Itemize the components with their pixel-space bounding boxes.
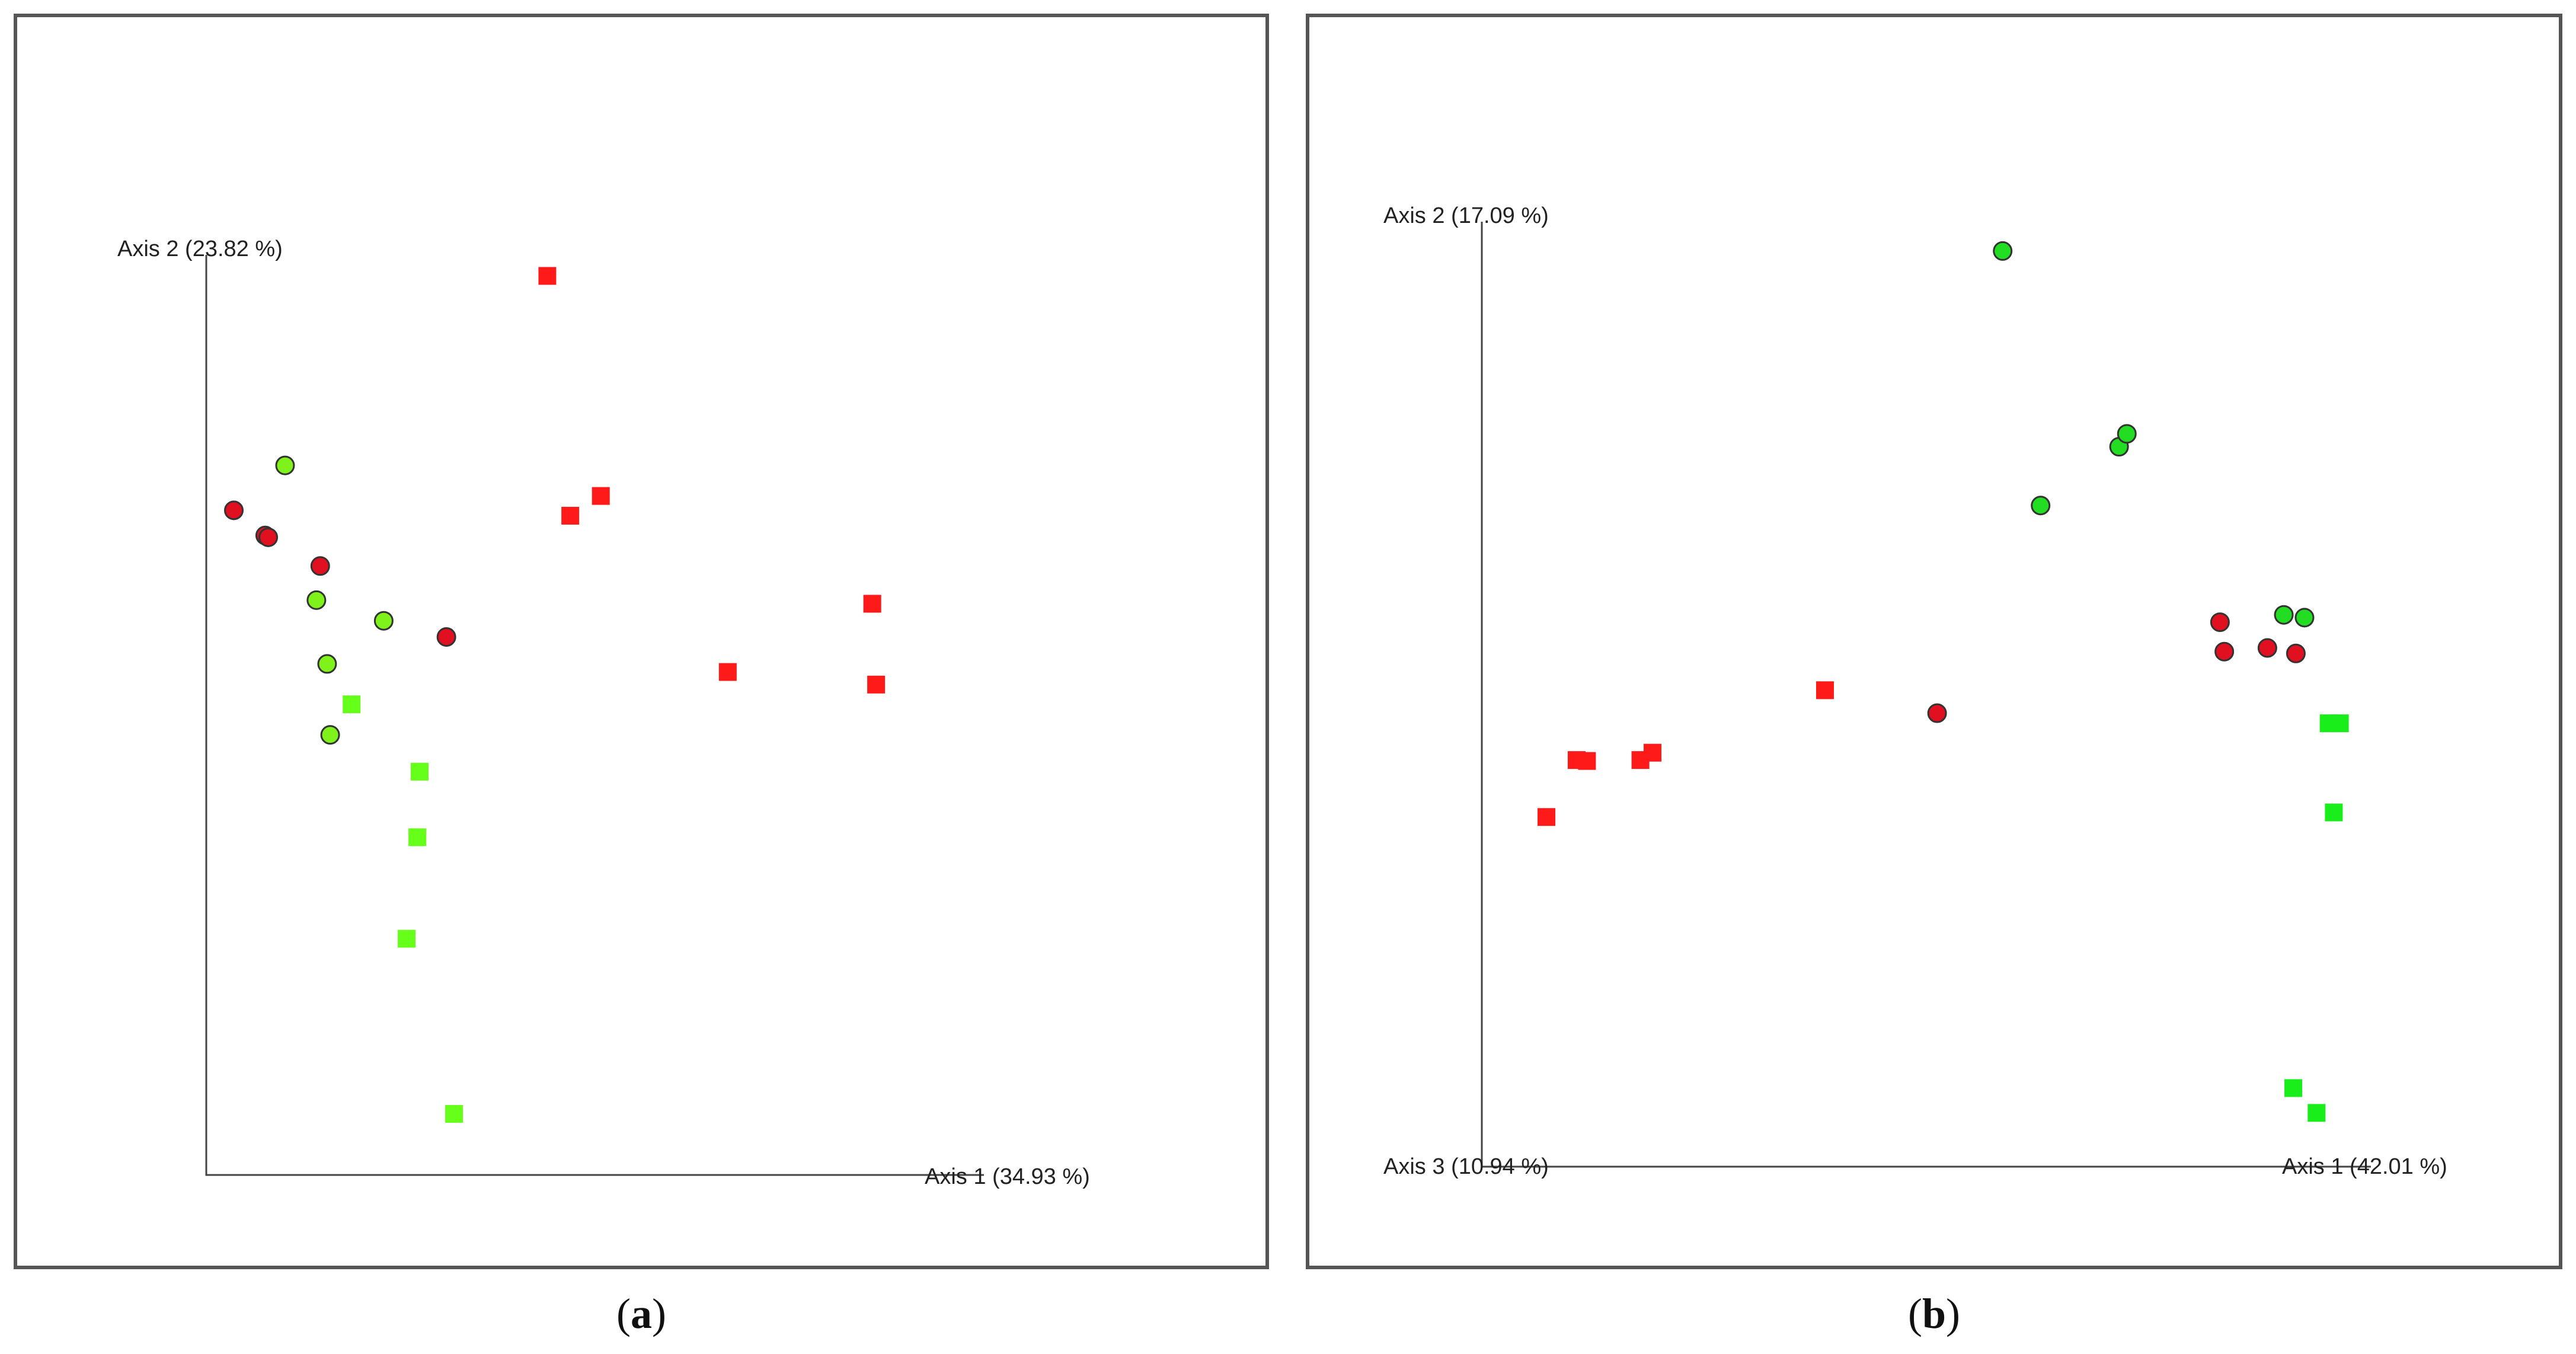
- panel-a-square-marker: [592, 487, 610, 505]
- panel-a-markers: [224, 267, 886, 1123]
- panel-a-axis1-label: Axis 1 (34.93 %): [925, 1164, 1090, 1189]
- panel-b-circle-marker: [2294, 608, 2315, 628]
- panel-b-markers: [1538, 241, 2349, 1122]
- panel-a-square-marker: [398, 930, 416, 948]
- panel-b-square-marker: [1816, 681, 1834, 700]
- panel-b-axis1-label: Axis 1 (42.01 %): [2282, 1154, 2447, 1179]
- panel-a-circle-marker: [320, 725, 340, 745]
- panel-a-circle-marker: [317, 654, 337, 674]
- panel-b-square-marker: [2325, 803, 2343, 822]
- panel-b-frame: [1306, 14, 2562, 1269]
- panel-a-square-marker: [867, 675, 886, 694]
- panel-a-frame: [14, 14, 1269, 1269]
- panel-a-square-marker: [863, 595, 881, 613]
- panel-a-square-marker: [408, 828, 427, 847]
- panel-a-circle-marker: [310, 556, 330, 576]
- panel-b-axis3-label: Axis 3 (10.94 %): [1383, 1154, 1549, 1179]
- panel-b-letter: b: [1922, 1290, 1946, 1337]
- panel-a-circle-marker: [258, 527, 279, 547]
- panel-b-circle-marker: [2286, 643, 2306, 663]
- panel-b-circle-marker: [2210, 612, 2230, 633]
- panel-a-letter: a: [631, 1290, 652, 1337]
- panel-b-square-marker: [1538, 808, 1556, 826]
- panel-b-circle-marker: [2031, 496, 2051, 516]
- panel-b-axis2-label: Axis 2 (17.09 %): [1383, 203, 1549, 228]
- panel-b-square-marker: [2307, 1104, 2326, 1122]
- panel-b-square-marker: [2284, 1079, 2303, 1097]
- panel-b-circle-marker: [2214, 641, 2235, 662]
- panel-a-circle-marker: [275, 455, 295, 475]
- panel-a-circle-marker: [224, 500, 244, 520]
- panel-a-circle-marker: [306, 590, 327, 610]
- panel-b-circle-marker: [2274, 605, 2294, 625]
- panel-a-square-marker: [718, 663, 737, 681]
- panel-a-circle-marker: [436, 627, 456, 647]
- panel-b-square-marker: [2331, 714, 2349, 733]
- panel-a-axis2-label: Axis 2 (23.82 %): [117, 237, 283, 261]
- panel-a-circle-marker: [373, 611, 394, 631]
- panel-a-square-marker: [343, 695, 361, 714]
- panel-b-square-marker: [1643, 743, 1661, 762]
- panel-a-square-marker: [410, 762, 429, 781]
- panel-a-caption: (a): [616, 1290, 666, 1337]
- panel-a-square-marker: [538, 267, 557, 285]
- panel-b-caption: (b): [1908, 1290, 1960, 1337]
- panel-b-circle-marker: [1993, 241, 2013, 261]
- panel-b-square-marker: [1578, 752, 1596, 770]
- panel-a-square-marker: [445, 1104, 464, 1123]
- panel-b-circle-marker: [2257, 638, 2277, 658]
- panel-a-axes: [205, 255, 984, 1176]
- panel-b-axes: [1481, 222, 2371, 1168]
- panel-a-square-marker: [561, 506, 580, 525]
- panel-b-circle-marker: [1927, 703, 1947, 723]
- panel-b-circle-marker: [2117, 424, 2137, 444]
